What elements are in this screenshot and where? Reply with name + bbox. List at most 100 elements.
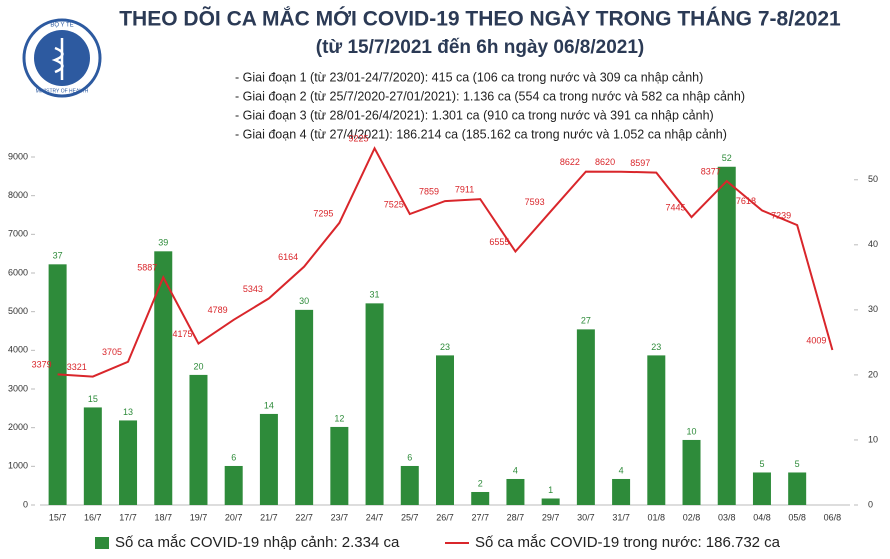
y-tick-label: 4000 bbox=[8, 345, 28, 355]
x-tick-label: 05/8 bbox=[788, 512, 806, 522]
x-tick-label: 29/7 bbox=[542, 512, 560, 522]
bar bbox=[119, 420, 138, 505]
bar-label: 12 bbox=[334, 413, 344, 423]
bar-label: 23 bbox=[651, 342, 661, 352]
y-tick-label: 9000 bbox=[8, 151, 28, 161]
bar-label: 23 bbox=[440, 342, 450, 352]
line-label: 8620 bbox=[595, 157, 615, 167]
bar bbox=[48, 264, 67, 505]
bar bbox=[682, 439, 701, 505]
bar bbox=[330, 426, 349, 505]
bar-label: 14 bbox=[264, 400, 274, 410]
y-tick-label: 7000 bbox=[8, 229, 28, 239]
line-label: 7618 bbox=[736, 196, 756, 206]
bar-label: 39 bbox=[158, 238, 168, 248]
y2-tick-label: 20 bbox=[868, 369, 878, 379]
bar bbox=[224, 465, 243, 505]
bar-label: 6 bbox=[407, 452, 412, 462]
line-label: 8622 bbox=[560, 157, 580, 167]
x-tick-label: 01/8 bbox=[648, 512, 666, 522]
line-label: 6164 bbox=[278, 252, 298, 262]
bar bbox=[259, 413, 278, 505]
bar-label: 4 bbox=[619, 465, 624, 475]
line-label: 7593 bbox=[525, 197, 545, 207]
line-label: 4789 bbox=[208, 305, 228, 315]
line-label: 9225 bbox=[349, 134, 369, 144]
x-tick-label: 28/7 bbox=[507, 512, 525, 522]
bar-label: 6 bbox=[231, 452, 236, 462]
y2-tick-label: 0 bbox=[868, 499, 873, 509]
y2-tick-label: 10 bbox=[868, 434, 878, 444]
line-label: 5343 bbox=[243, 284, 263, 294]
x-tick-label: 20/7 bbox=[225, 512, 243, 522]
bar bbox=[400, 465, 419, 505]
line-label: 6555 bbox=[489, 237, 509, 247]
y-tick-label: 8000 bbox=[8, 190, 28, 200]
line-label: 5887 bbox=[137, 263, 157, 273]
bar bbox=[154, 251, 173, 505]
bar bbox=[436, 355, 454, 505]
logo: BỘ Y TẾ MINISTRY OF HEALTH bbox=[22, 18, 102, 98]
note: - Giai đoạn 1 (từ 23/01-24/7/2020): 415 … bbox=[235, 70, 703, 84]
bar bbox=[189, 374, 208, 505]
note: - Giai đoạn 2 (từ 25/7/2020-27/01/2021):… bbox=[235, 89, 745, 103]
bar bbox=[576, 329, 595, 505]
x-tick-label: 16/7 bbox=[84, 512, 102, 522]
bar bbox=[647, 355, 666, 505]
line-label: 8377 bbox=[701, 166, 721, 176]
note: - Giai đoạn 4 (từ 27/4/2021): 186.214 ca… bbox=[235, 127, 727, 141]
line-label: 3379 bbox=[32, 360, 52, 370]
bar bbox=[541, 498, 560, 505]
chart-subtitle: (từ 15/7/2021 đến 6h ngày 06/8/2021) bbox=[316, 37, 644, 58]
legend-swatch bbox=[95, 537, 109, 549]
x-tick-label: 04/8 bbox=[753, 512, 771, 522]
logo-symbol bbox=[51, 38, 64, 80]
line-label: 4175 bbox=[172, 329, 192, 339]
bar-label: 15 bbox=[88, 394, 98, 404]
bar bbox=[506, 478, 525, 505]
bar bbox=[752, 472, 771, 505]
bar bbox=[788, 472, 807, 505]
x-tick-label: 25/7 bbox=[401, 512, 419, 522]
bar bbox=[471, 491, 490, 505]
y2-tick-label: 40 bbox=[868, 239, 878, 249]
x-tick-label: 30/7 bbox=[577, 512, 595, 522]
y2-tick-label: 30 bbox=[868, 304, 878, 314]
bar-label: 2 bbox=[478, 478, 483, 488]
bar-label: 5 bbox=[795, 459, 800, 469]
bar-label: 37 bbox=[53, 251, 63, 261]
legend-label: Số ca mắc COVID-19 trong nước: 186.732 c… bbox=[475, 534, 781, 551]
y-tick-label: 1000 bbox=[8, 461, 28, 471]
x-tick-label: 24/7 bbox=[366, 512, 384, 522]
bar bbox=[717, 166, 736, 505]
bar bbox=[83, 407, 102, 505]
bar-label: 13 bbox=[123, 407, 133, 417]
logo-text: BỘ Y TẾ bbox=[50, 22, 73, 29]
x-tick-label: 26/7 bbox=[436, 512, 454, 522]
line bbox=[57, 146, 834, 378]
x-tick-label: 17/7 bbox=[119, 512, 137, 522]
y-tick-label: 6000 bbox=[8, 267, 28, 277]
bar-label: 10 bbox=[687, 426, 697, 436]
y-tick-label: 2000 bbox=[8, 422, 28, 432]
bar bbox=[295, 309, 314, 505]
bar-label: 31 bbox=[370, 290, 380, 300]
y-tick-label: 3000 bbox=[8, 383, 28, 393]
bar-label: 27 bbox=[581, 316, 591, 326]
line-label: 7445 bbox=[665, 203, 685, 213]
x-tick-label: 18/7 bbox=[154, 512, 172, 522]
bar-label: 4 bbox=[513, 465, 518, 475]
line-label: 8597 bbox=[630, 158, 650, 168]
bar bbox=[612, 478, 631, 505]
x-tick-label: 22/7 bbox=[295, 512, 313, 522]
x-tick-label: 19/7 bbox=[190, 512, 208, 522]
bar-label: 20 bbox=[193, 361, 203, 371]
x-tick-label: 03/8 bbox=[718, 512, 736, 522]
line-label: 7911 bbox=[455, 184, 474, 194]
line-label: 4009 bbox=[806, 335, 826, 345]
bar-label: 5 bbox=[759, 459, 764, 469]
logo-subtext: MINISTRY OF HEALTH bbox=[36, 88, 89, 94]
y-tick-label: 5000 bbox=[8, 306, 28, 316]
bar-label: 30 bbox=[299, 296, 309, 306]
